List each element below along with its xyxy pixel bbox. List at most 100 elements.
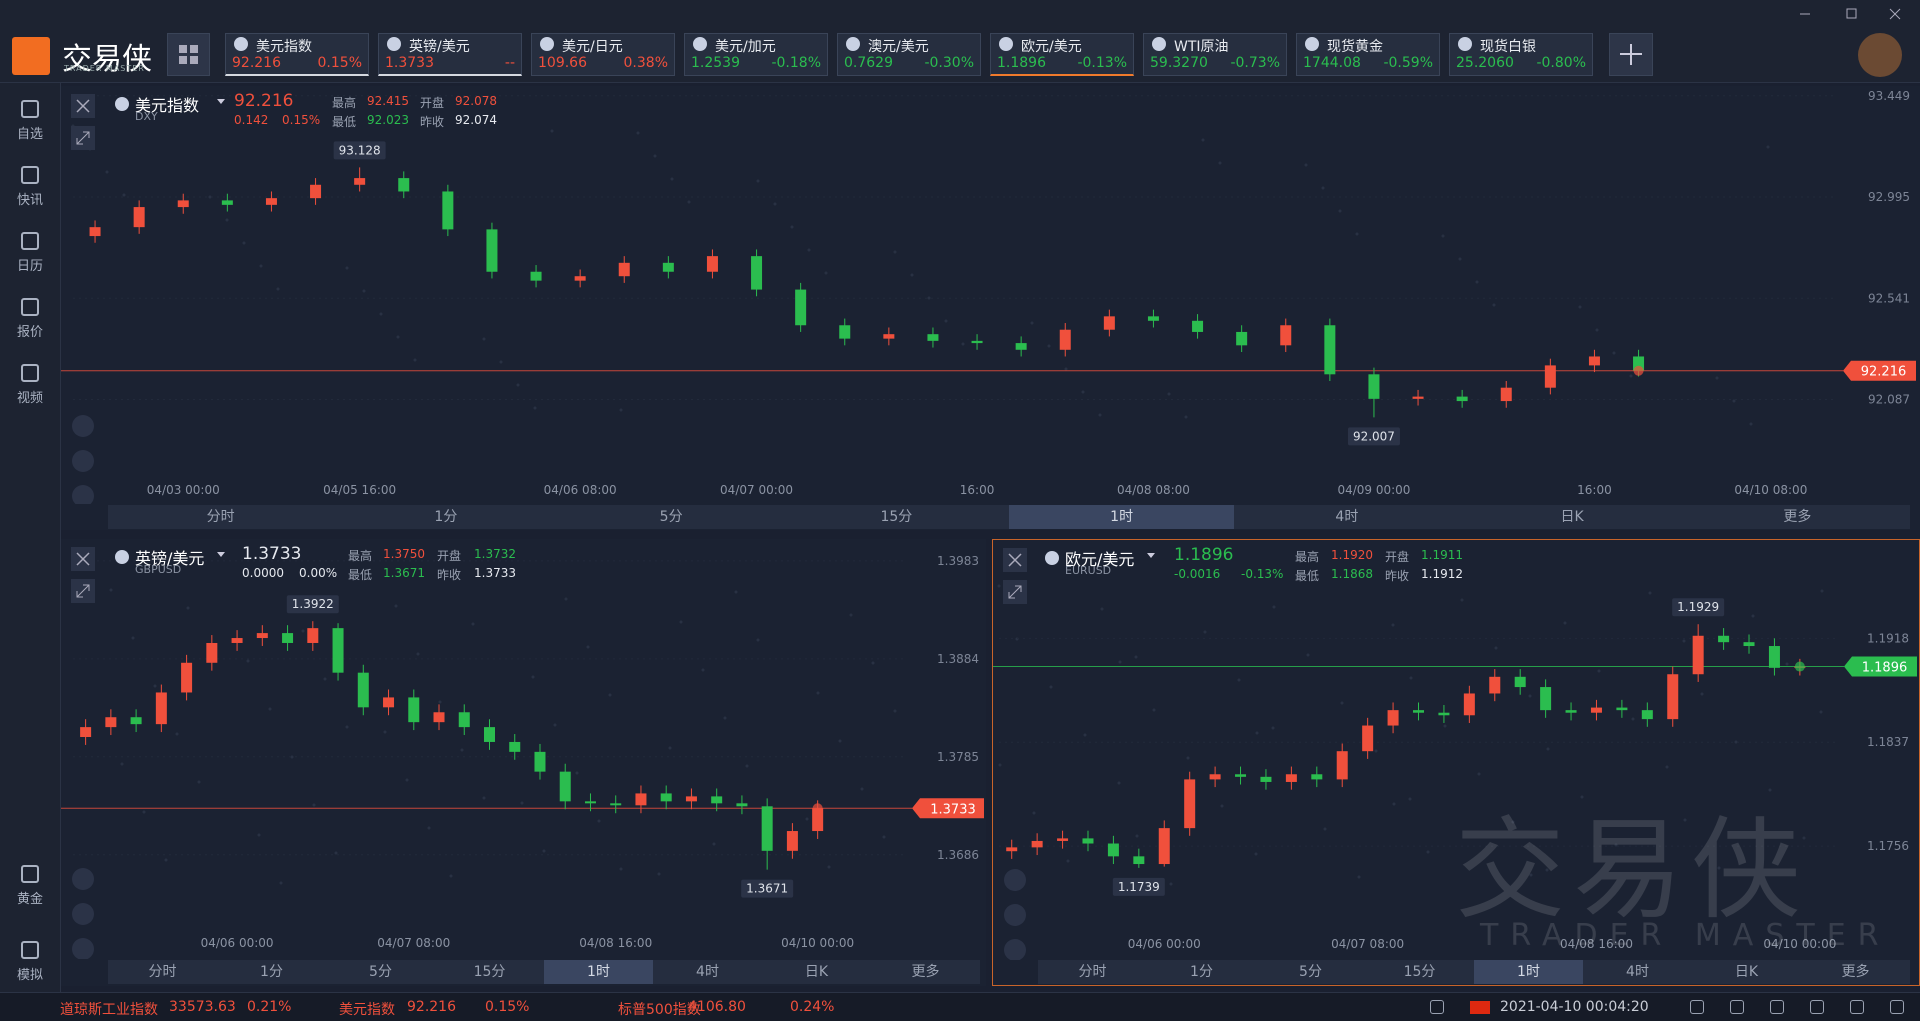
ticker-chip[interactable]: 澳元/美元 0.7629 -0.30%	[837, 33, 981, 76]
logo-icon[interactable]	[12, 37, 50, 75]
tool-button[interactable]	[72, 450, 94, 472]
sidebar-icon[interactable]	[21, 100, 39, 118]
map-dot	[1819, 710, 1823, 714]
map-dot	[1785, 662, 1789, 666]
chart-panel: 1.3686 1.3785 1.3884 1.3983 04/06 00:00 04/07…	[61, 539, 986, 986]
sidebar-icon[interactable]	[21, 166, 39, 184]
tool-button[interactable]	[1004, 939, 1026, 960]
timeframe-tab[interactable]: 1时	[1009, 505, 1235, 529]
symbol-name[interactable]: 欧元/美元	[1065, 550, 1135, 569]
timeframe-tab[interactable]: 更多	[1841, 964, 1870, 980]
map-dot	[186, 606, 190, 610]
status-icon[interactable]	[1890, 1000, 1904, 1014]
stat-label: 最低	[332, 115, 357, 129]
status-name[interactable]: 道琼斯工业指数	[60, 1002, 158, 1018]
timeframe-tab[interactable]: 15分	[880, 509, 913, 525]
tool-button[interactable]	[72, 938, 94, 959]
status-name[interactable]: 美元指数	[339, 1002, 395, 1018]
symbol-name[interactable]: 美元指数	[135, 96, 200, 115]
sidebar-icon[interactable]	[21, 232, 39, 250]
status-icon[interactable]	[1850, 1000, 1864, 1014]
close-button[interactable]	[1003, 548, 1027, 572]
timeframe-tab[interactable]: 分时	[1078, 964, 1107, 980]
timeframe-tab[interactable]: 1时	[544, 960, 653, 984]
tool-button[interactable]	[72, 485, 94, 504]
tool-button[interactable]	[1004, 904, 1026, 926]
timeframe-tab[interactable]: 4时	[1626, 964, 1649, 980]
status-icon[interactable]	[1430, 1000, 1444, 1014]
status-icon[interactable]	[1730, 1000, 1744, 1014]
timeframe-tab[interactable]: 5分	[1299, 964, 1322, 980]
timeframe-tab[interactable]: 分时	[148, 964, 177, 980]
status-name[interactable]: 标普500指数	[618, 1002, 701, 1018]
status-icon[interactable]	[1690, 1000, 1704, 1014]
map-dot	[1355, 232, 1359, 236]
ticker-chip[interactable]: 美元指数 92.216 0.15%	[225, 33, 369, 76]
timeframe-tab[interactable]: 更多	[911, 964, 940, 980]
sidebar-label[interactable]: 日历	[16, 259, 43, 274]
sidebar-label[interactable]: 自选	[16, 127, 43, 142]
grid-button[interactable]	[167, 33, 210, 76]
ticker-chip[interactable]: 美元/日元 109.66 0.38%	[531, 33, 675, 76]
candle-body	[357, 672, 369, 708]
timeframe-tab[interactable]: 4时	[696, 964, 719, 980]
timeframe-tab[interactable]: 1分	[260, 964, 283, 980]
map-dot	[416, 652, 420, 656]
map-dot	[998, 763, 1002, 767]
sidebar-icon[interactable]	[21, 941, 39, 959]
map-dot	[608, 693, 612, 697]
timeframe-tab[interactable]: 5分	[369, 964, 392, 980]
avatar[interactable]	[1858, 33, 1902, 77]
ticker-chip[interactable]: WTI原油 59.3270 -0.73%	[1143, 33, 1287, 76]
status-icon[interactable]	[1810, 1000, 1824, 1014]
tool-button[interactable]	[1004, 869, 1026, 891]
timeframe-tab[interactable]: 日K	[1560, 509, 1584, 525]
map-dot	[1802, 836, 1806, 840]
add-button[interactable]	[1609, 33, 1653, 76]
map-dot	[790, 225, 794, 229]
price-tag-label: 92.216	[1861, 365, 1907, 380]
expand-button[interactable]	[71, 126, 95, 150]
x-tick-label: 04/10 00:00	[781, 936, 854, 950]
timeframe-tab[interactable]: 1时	[1474, 960, 1583, 984]
expand-button[interactable]	[1003, 580, 1027, 604]
ticker-chip[interactable]: 美元/加元 1.2539 -0.18%	[684, 33, 828, 76]
ticker-price: 109.66	[538, 55, 587, 71]
sidebar-icon[interactable]	[21, 865, 39, 883]
timeframe-tab[interactable]: 更多	[1783, 509, 1812, 525]
map-dot	[1167, 392, 1171, 396]
ticker-chip[interactable]: 现货白银 25.2060 -0.80%	[1449, 33, 1593, 76]
timeframe-tab[interactable]: 1分	[1190, 964, 1213, 980]
symbol-name[interactable]: 英镑/美元	[135, 549, 205, 568]
status-icon[interactable]	[1770, 1000, 1784, 1014]
restore[interactable]	[1846, 8, 1857, 19]
ticker-chip[interactable]: 欧元/美元 1.1896 -0.13%	[990, 33, 1134, 76]
candle-body	[1336, 751, 1348, 780]
ticker-chip[interactable]: 英镑/美元 1.3733 --	[378, 33, 522, 76]
sidebar-icon[interactable]	[21, 364, 39, 382]
ticker-chip[interactable]: 现货黄金 1744.08 -0.59%	[1296, 33, 1440, 76]
timeframe-tab[interactable]: 1分	[434, 509, 458, 525]
grid-icon	[179, 45, 198, 64]
tool-button[interactable]	[72, 868, 94, 890]
timeframe-tab[interactable]: 日K	[1734, 964, 1759, 980]
expand-button[interactable]	[71, 579, 95, 603]
sidebar-label[interactable]: 快讯	[16, 193, 43, 208]
timeframe-tab[interactable]: 分时	[206, 509, 235, 525]
timeframe-tab[interactable]: 5分	[659, 509, 683, 525]
timeframe-tab[interactable]: 4时	[1335, 509, 1359, 525]
close-button[interactable]	[71, 547, 95, 571]
sidebar-label[interactable]: 视频	[16, 391, 43, 406]
tool-button[interactable]	[72, 415, 94, 437]
close-button[interactable]	[71, 94, 95, 118]
timeframe-tab[interactable]: 日K	[804, 964, 829, 980]
sidebar-label[interactable]: 黄金	[16, 892, 43, 907]
map-dot	[1614, 843, 1618, 847]
sidebar-label[interactable]: 模拟	[16, 968, 43, 983]
sidebar-icon[interactable]	[21, 298, 39, 316]
candle-body	[559, 771, 571, 802]
timeframe-tab[interactable]: 15分	[473, 964, 506, 980]
timeframe-tab[interactable]: 15分	[1403, 964, 1436, 980]
tool-button[interactable]	[72, 903, 94, 925]
sidebar-label[interactable]: 报价	[16, 325, 43, 340]
